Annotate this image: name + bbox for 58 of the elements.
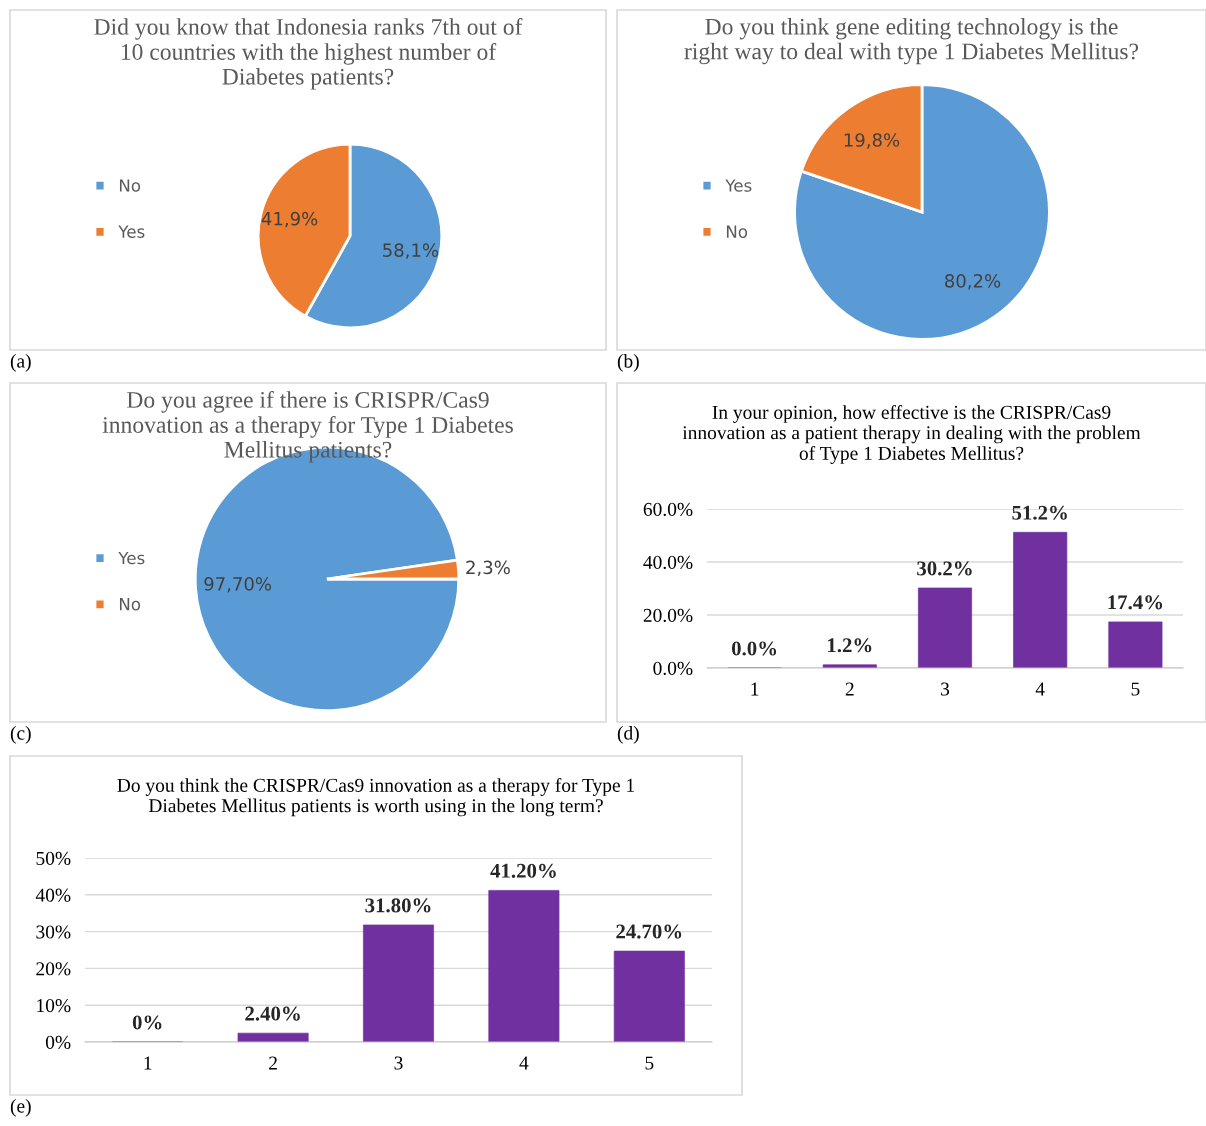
bar (917, 587, 973, 668)
y-tick-label: 30% (36, 925, 71, 939)
chart-title: Do you think gene editing technology is the right way to deal with type 1 Diabetes Mellitus? (684, 18, 1139, 65)
bar (613, 950, 685, 1042)
data-label: 2.40% (245, 1006, 300, 1021)
bar (363, 924, 434, 1042)
bar (488, 890, 560, 1042)
y-tick-label: 20.0% (643, 608, 693, 623)
chart-title: Did you know that Indonesia ranks 7th out of 10 countries with the highest number of Diabetes patients? (94, 18, 523, 90)
x-tick-label: 4 (1035, 682, 1045, 696)
data-label: 31.80% (365, 898, 431, 913)
text: (a) (10, 354, 31, 372)
x-tick-label: 1 (751, 682, 759, 696)
y-tick-label: 20% (36, 962, 71, 976)
x-tick-label: 2 (845, 682, 854, 696)
pie-slice (793, 83, 1051, 341)
legend-label: Yes (118, 551, 145, 565)
x-tick-label: 2 (269, 1056, 277, 1070)
x-tick-label: 3 (941, 682, 950, 696)
bar (1013, 531, 1068, 668)
data-label: 2,3% (466, 560, 510, 577)
data-label: 17.4% (1108, 595, 1163, 610)
data-label: 58,1% (383, 243, 439, 259)
y-tick-label: 10% (37, 999, 71, 1013)
legend-label: No (726, 225, 748, 238)
x-tick-label: 3 (394, 1056, 403, 1070)
data-label: 1.2% (828, 638, 872, 653)
text: (d) (617, 726, 639, 744)
data-label: 41.20% (490, 863, 556, 878)
x-tick-label: 4 (519, 1056, 529, 1070)
x-tick-label: 5 (1131, 682, 1140, 696)
legend-label: No (119, 598, 141, 611)
data-label: 19,8% (844, 133, 900, 149)
legend-label: No (119, 179, 141, 192)
chart-title: Do you think the CRISPR/Cas9 innovation as a therapy for Type 1 Diabetes Mellitus patients is worth using in the long term? (117, 778, 635, 817)
legend-label: Yes (725, 179, 752, 192)
text: (e) (10, 1099, 31, 1117)
data-label: 97,70% (204, 577, 272, 593)
x-tick-label: 1 (144, 1056, 152, 1070)
bar (1108, 621, 1163, 668)
data-label: 30.2% (917, 561, 972, 576)
y-tick-label: 60.0% (643, 502, 693, 517)
text: (b) (617, 354, 639, 372)
y-tick-label: 0% (45, 1035, 71, 1049)
y-tick-label: 40.0% (643, 555, 693, 570)
text: (c) (10, 726, 31, 744)
data-label: 80,2% (945, 274, 1001, 290)
chart-title: In your opinion, how effective is the CRISPR/Cas9 innovation as a patient therapy in dealing with the problem of Type 1 Diabetes Mellitus? (682, 405, 1141, 464)
data-label: 0.0% (731, 641, 777, 656)
data-label: 0% (132, 1015, 162, 1030)
data-label: 51.2% (1012, 505, 1067, 520)
data-label: 41,9% (261, 211, 318, 228)
y-tick-label: 0.0% (653, 661, 693, 676)
y-tick-label: 50% (36, 851, 71, 865)
data-label: 24.70% (616, 924, 682, 939)
legend-label: Yes (118, 225, 145, 238)
y-tick-label: 40% (35, 888, 71, 902)
x-tick-label: 5 (645, 1056, 654, 1070)
